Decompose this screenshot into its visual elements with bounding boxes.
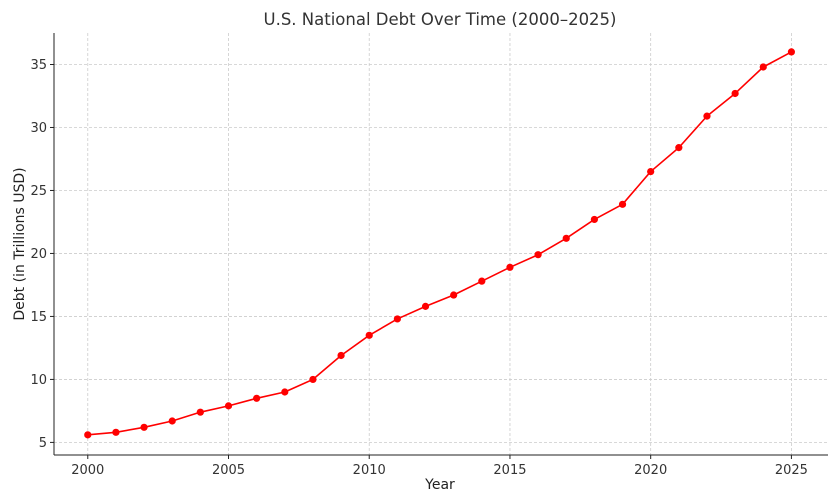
data-point bbox=[562, 234, 570, 242]
data-point bbox=[281, 388, 289, 396]
data-point bbox=[224, 402, 233, 410]
y-tick-label: 35 bbox=[30, 58, 47, 73]
data-point bbox=[421, 302, 430, 310]
series-line bbox=[87, 51, 792, 436]
y-axis-label: Debt (in Trillions USD) bbox=[12, 167, 28, 320]
data-point bbox=[478, 277, 486, 285]
data-point bbox=[647, 167, 655, 176]
data-point bbox=[393, 315, 401, 323]
data-point bbox=[675, 144, 683, 152]
data-point bbox=[787, 48, 796, 56]
data-point bbox=[759, 63, 767, 71]
data-point bbox=[253, 394, 261, 402]
x-tick-label: 2020 bbox=[634, 463, 667, 478]
series-layer bbox=[84, 48, 796, 439]
data-point bbox=[196, 408, 204, 416]
data-point bbox=[590, 215, 598, 224]
data-point bbox=[506, 263, 514, 271]
data-point bbox=[84, 431, 92, 439]
data-point bbox=[450, 291, 458, 299]
y-tick-label: 15 bbox=[30, 310, 47, 325]
x-tick-label: 2010 bbox=[353, 463, 386, 478]
x-tick-label: 2005 bbox=[212, 463, 245, 478]
chart-title: U.S. National Debt Over Time (2000–2025) bbox=[264, 10, 617, 29]
data-point bbox=[168, 417, 176, 425]
y-tick-label: 25 bbox=[30, 184, 47, 199]
data-point bbox=[618, 200, 627, 208]
y-tick-label: 10 bbox=[30, 373, 47, 388]
x-tick-label: 2015 bbox=[493, 463, 526, 478]
data-point bbox=[731, 89, 739, 98]
x-axis-label: Year bbox=[424, 477, 455, 493]
data-point bbox=[112, 428, 120, 436]
axes bbox=[50, 33, 828, 459]
data-point bbox=[309, 375, 317, 384]
data-point bbox=[337, 351, 345, 360]
y-tick-label: 5 bbox=[39, 436, 47, 451]
grid bbox=[54, 33, 828, 455]
data-point bbox=[140, 423, 148, 431]
y-tick-label: 30 bbox=[30, 121, 47, 136]
y-tick-label: 20 bbox=[30, 247, 47, 262]
data-point bbox=[365, 331, 373, 339]
x-tick-label: 2000 bbox=[71, 463, 104, 478]
x-tick-label: 2025 bbox=[775, 463, 808, 478]
data-point bbox=[703, 112, 711, 120]
data-point bbox=[534, 251, 542, 259]
